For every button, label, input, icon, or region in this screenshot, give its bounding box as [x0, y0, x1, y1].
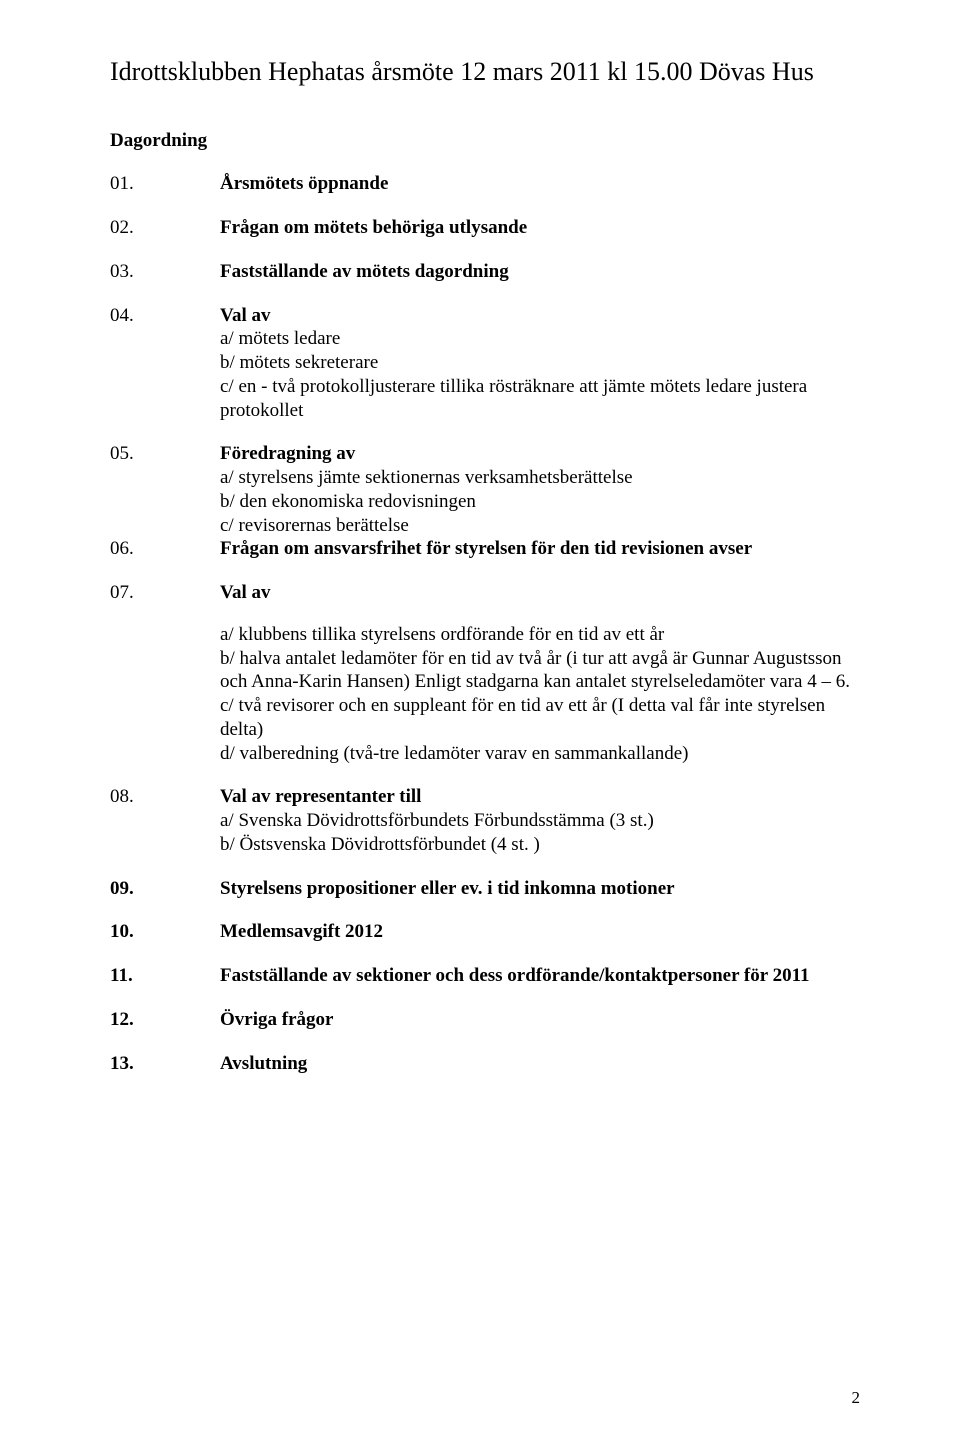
item-text: Fastställande av mötets dagordning: [220, 260, 870, 284]
item-number: 06.: [110, 537, 220, 561]
item-content: Val av a/ mötets ledare b/ mötets sekret…: [220, 304, 870, 423]
item-content: Föredragning av a/ styrelsens jämte sekt…: [220, 442, 870, 537]
item-content: Val av representanter till a/ Svenska Dö…: [220, 785, 870, 856]
item-number: 01.: [110, 172, 220, 196]
agenda-item: 08. Val av representanter till a/ Svensk…: [110, 785, 870, 856]
item-text: Frågan om ansvarsfrihet för styrelsen fö…: [220, 537, 870, 561]
subitem: b/ Östsvenska Dövidrottsförbundet (4 st.…: [220, 833, 870, 857]
item-number: 02.: [110, 216, 220, 240]
subitem: b/ den ekonomiska redovisningen: [220, 490, 870, 514]
agenda-item: 04. Val av a/ mötets ledare b/ mötets se…: [110, 304, 870, 423]
item-sublist: a/ Svenska Dövidrottsförbundets Förbunds…: [220, 809, 870, 857]
agenda-item: 02. Frågan om mötets behöriga utlysande: [110, 216, 870, 240]
agenda-heading: Dagordning: [110, 129, 870, 153]
agenda-item: 05. Föredragning av a/ styrelsens jämte …: [110, 442, 870, 537]
subitem: b/ mötets sekreterare: [220, 351, 870, 375]
subitem: a/ Svenska Dövidrottsförbundets Förbunds…: [220, 809, 870, 833]
item-number: 13.: [110, 1052, 220, 1076]
item-number: 09.: [110, 877, 220, 901]
item-number: 03.: [110, 260, 220, 284]
subitem: c/ revisorernas berättelse: [220, 514, 870, 538]
item-text: Medlemsavgift 2012: [220, 920, 870, 944]
agenda-item: 09. Styrelsens propositioner eller ev. i…: [110, 877, 870, 901]
item-head: Val av representanter till: [220, 785, 870, 809]
agenda-item: 13. Avslutning: [110, 1052, 870, 1076]
item-number: 10.: [110, 920, 220, 944]
item-text: Fastställande av sektioner och dess ordf…: [220, 964, 870, 988]
item-number: 04.: [110, 304, 220, 423]
subitem: d/ valberedning (två-tre ledamöter varav…: [220, 742, 870, 766]
agenda-item: 06. Frågan om ansvarsfrihet för styrelse…: [110, 537, 870, 561]
document-page: Idrottsklubben Hephatas årsmöte 12 mars …: [0, 0, 960, 1440]
agenda-item: 07. Val av: [110, 581, 870, 605]
item-number: 07.: [110, 581, 220, 605]
agenda-item: 01. Årsmötets öppnande: [110, 172, 870, 196]
subitem: a/ styrelsens jämte sektionernas verksam…: [220, 466, 870, 490]
page-number: 2: [852, 1387, 861, 1408]
item-head: Val av: [220, 581, 870, 605]
item-sublist: a/ styrelsens jämte sektionernas verksam…: [220, 466, 870, 537]
item-text: Styrelsens propositioner eller ev. i tid…: [220, 877, 870, 901]
document-title: Idrottsklubben Hephatas årsmöte 12 mars …: [110, 56, 870, 89]
item-text: Avslutning: [220, 1052, 870, 1076]
subitem: a/ mötets ledare: [220, 327, 870, 351]
subitem: a/ klubbens tillika styrelsens ordförand…: [220, 623, 870, 647]
agenda-item: 12. Övriga frågor: [110, 1008, 870, 1032]
subitem: b/ halva antalet ledamöter för en tid av…: [220, 647, 870, 695]
agenda-item: 03. Fastställande av mötets dagordning: [110, 260, 870, 284]
agenda-item: 11. Fastställande av sektioner och dess …: [110, 964, 870, 988]
item-number: 05.: [110, 442, 220, 537]
item-text: Frågan om mötets behöriga utlysande: [220, 216, 870, 240]
agenda-item: 10. Medlemsavgift 2012: [110, 920, 870, 944]
item-number: 11.: [110, 964, 220, 988]
item-head: Föredragning av: [220, 442, 870, 466]
item-sublist: a/ klubbens tillika styrelsens ordförand…: [220, 623, 870, 766]
item-number: 12.: [110, 1008, 220, 1032]
subitem: c/ en - två protokolljusterare tillika r…: [220, 375, 870, 423]
item-head: Val av: [220, 304, 870, 328]
item-sublist: a/ mötets ledare b/ mötets sekreterare c…: [220, 327, 870, 422]
item-text: Övriga frågor: [220, 1008, 870, 1032]
item-text: Årsmötets öppnande: [220, 172, 870, 196]
subitem: c/ två revisorer och en suppleant för en…: [220, 694, 870, 742]
item-number: 08.: [110, 785, 220, 856]
